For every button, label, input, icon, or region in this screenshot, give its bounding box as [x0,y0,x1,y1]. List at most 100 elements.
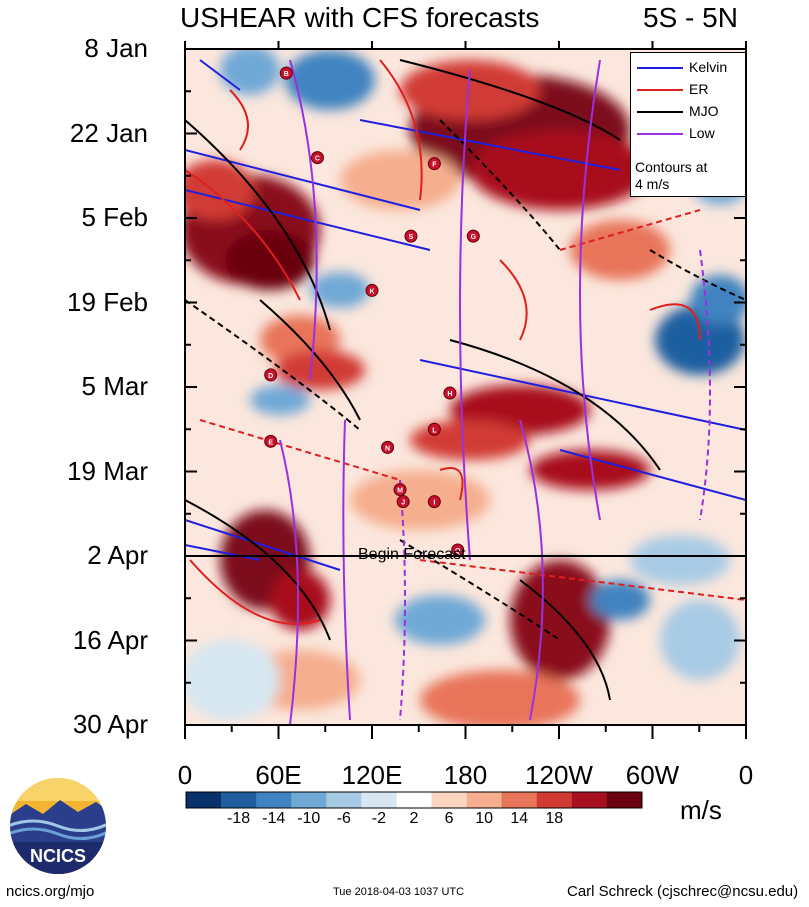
footer-url[interactable]: ncics.org/mjo [6,883,95,900]
colorbar-tick-label: 14 [510,810,529,827]
x-tick-label: 120W [525,760,593,790]
storm-marker: B [279,66,293,80]
legend-item-low: Low [631,125,747,143]
contour-line [399,539,561,641]
shading-patch [270,570,330,630]
colorbar-swatch [536,792,573,808]
shading-patch [470,130,650,210]
x-tick-label: 0 [177,760,193,790]
legend-label: Low [689,125,715,141]
colorbar-swatch [186,792,222,808]
legend: Low MJO ER Kelvin Contours at 4 m/s [630,52,746,197]
colorbar-swatch [571,792,608,808]
shading-patch [630,535,730,585]
colorbar-tick-label: 2 [409,810,419,827]
storm-marker: D [264,368,278,382]
colorbar-swatch [361,792,397,808]
legend-note-line1: Contours at [635,159,708,175]
contour-line [185,499,331,641]
contour-line [519,579,611,701]
contour-line [359,119,621,171]
storm-letter: H [447,391,452,398]
colorbar-swatch [431,792,468,808]
storm-letter: F [432,162,437,169]
storm-letter: E [268,439,273,446]
colorbar-tick-label: -18 [227,810,251,827]
storm-marker: S [404,229,418,243]
y-tick-label: 19 Feb [67,286,148,317]
contour-line [649,303,701,341]
footer-author: Carl Schreck (cjschrec@ncsu.edu) [567,883,799,900]
storm-marker: K [365,283,379,297]
legend-note: Contours at 4 m/s [635,159,707,193]
shading-patch [285,50,375,110]
contour-line [379,59,423,201]
storm-letter: S [409,234,414,241]
storm-marker: H [443,386,457,400]
legend-swatch [637,67,683,69]
contour-line [449,339,661,471]
contour-line [279,439,299,725]
contour-line [185,189,431,251]
shading-patch [410,420,530,460]
contour-line [185,299,361,431]
contour-line [185,149,421,211]
storm-letter: G [471,234,477,241]
storm-letter: N [385,445,390,452]
contour-line [649,249,746,301]
colorbar-swatch [221,792,257,808]
colorbar-tick-label: 6 [444,810,454,827]
footer-timestamp: Tue 2018-04-03 1037 UTC [333,886,465,898]
contour-line [185,119,331,331]
contour-line [189,559,321,625]
contour-line [439,467,464,501]
colorbar-tick-label: -14 [262,810,286,827]
contour-line [459,69,471,561]
shading-patch [250,385,310,415]
shading-patch [690,275,746,325]
colorbar [185,791,643,809]
svg-text:NCICS: NCICS [30,846,86,866]
region-label: 5S - 5N [643,2,738,33]
y-tick-label: 30 Apr [72,709,148,739]
shading-patch [395,595,485,645]
contour-line [499,259,528,341]
colorbar-swatch [501,792,538,808]
storm-marker: J [396,495,410,509]
legend-item-mjo: MJO [631,103,747,121]
contour-line [185,544,261,561]
storm-marker: G [466,229,480,243]
contour-line [185,169,301,301]
y-tick-label: 19 Mar [67,455,148,486]
shading-patch [350,470,490,530]
contour-line [399,59,621,141]
colorbar-tick-label: -10 [297,810,321,827]
y-tick-label: 5 Feb [81,202,149,232]
colorbar-swatch [326,792,362,808]
legend-label: ER [689,81,709,97]
contour-line [185,519,341,571]
shading-patch [185,640,280,720]
storm-letter: D [268,373,273,380]
shading-patch [310,272,370,308]
y-tick-label: 2 Apr [87,540,148,570]
shading-patch [275,350,365,390]
contour-line [259,299,361,421]
ncics-logo: NCICS [10,778,106,874]
y-tick-label: 22 Jan [69,117,148,148]
legend-swatch [637,89,683,91]
storm-marker: F [427,157,441,171]
colorbar-tick-label: -2 [371,810,387,827]
storm-marker: C [310,151,324,165]
colorbar-unit: m/s [680,795,722,825]
storm-letter: K [369,288,374,295]
x-tick-label: 60E [255,760,302,790]
storm-marker: M [393,483,407,497]
contour-line [519,419,544,721]
colorbar-tick-label: 10 [475,810,494,827]
colorbar-swatch [606,792,643,808]
contour-line [439,119,561,251]
contour-line [579,59,601,521]
shading-patch [530,450,650,490]
contour-line [289,59,318,381]
